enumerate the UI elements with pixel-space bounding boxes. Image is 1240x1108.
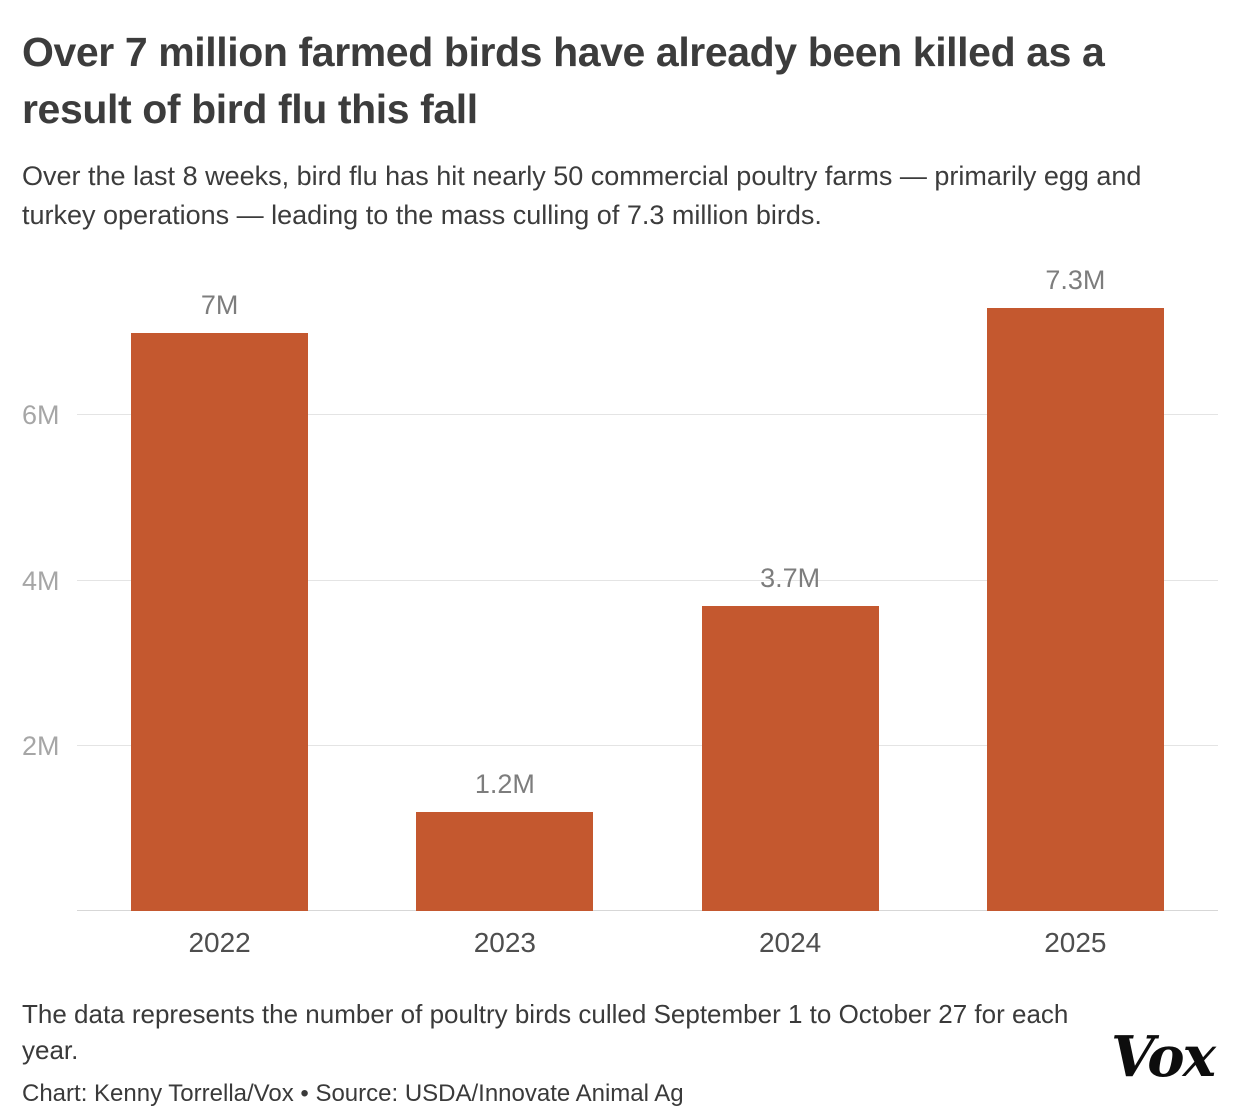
- credit-line: Chart: Kenny Torrella/Vox • Source: USDA…: [22, 1079, 684, 1107]
- gridline: [77, 414, 1218, 416]
- xtick-label: 2023: [473, 927, 537, 959]
- footnote: The data represents the number of poultr…: [22, 999, 1069, 1065]
- bar-value-label: 7M: [200, 289, 239, 320]
- bar: [986, 307, 1164, 912]
- chart-subtitle: Over the last 8 weeks, bird flu has hit …: [22, 161, 1142, 231]
- xtick-label: 2022: [188, 927, 251, 959]
- axis-baseline: [77, 910, 1218, 912]
- x-axis: 2022 2023 2024 2025: [22, 911, 1218, 969]
- bar: [416, 812, 594, 912]
- ytick-label: 4M: [22, 565, 60, 596]
- bar: [701, 605, 879, 912]
- vox-logo: Vox: [1110, 1024, 1216, 1090]
- ytick-label: 2M: [22, 731, 60, 762]
- gridline: [77, 579, 1218, 581]
- bar-value-label: 3.7M: [760, 562, 821, 593]
- bar-value-label: 7.3M: [1045, 264, 1106, 295]
- xtick-label: 2025: [1044, 927, 1107, 959]
- plot-area: 2M 4M 6M 7M 1.2M 3.7M 7.3M: [22, 265, 1218, 912]
- xtick-label: 2024: [758, 927, 822, 959]
- bar: [131, 332, 309, 912]
- bar-chart: 2M 4M 6M 7M 1.2M 3.7M 7.3M 2022 2023 2024 2025: [22, 265, 1218, 969]
- bar-value-label: 1.2M: [474, 769, 535, 800]
- page-title: Over 7 million farmed birds have already…: [22, 29, 1105, 132]
- gridline: [77, 745, 1218, 747]
- ytick-label: 6M: [22, 400, 60, 431]
